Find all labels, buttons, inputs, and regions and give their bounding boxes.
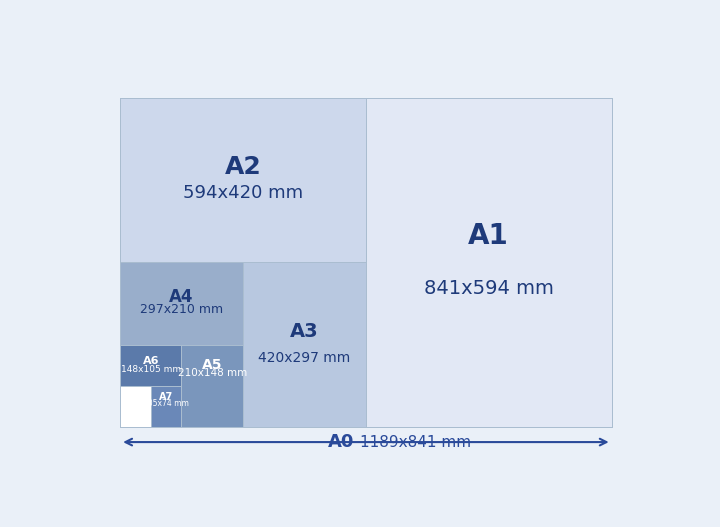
Text: A6: A6 bbox=[143, 356, 159, 366]
Bar bbox=[181, 345, 243, 427]
Bar bbox=[120, 98, 366, 262]
Text: 1189x841 mm: 1189x841 mm bbox=[360, 435, 471, 450]
Bar bbox=[120, 386, 151, 427]
Bar bbox=[120, 345, 181, 386]
Text: A0: A0 bbox=[328, 433, 354, 451]
Text: 297x210 mm: 297x210 mm bbox=[140, 304, 223, 316]
Bar bbox=[151, 386, 181, 427]
Text: 210x148 mm: 210x148 mm bbox=[178, 368, 247, 378]
Bar bbox=[243, 262, 366, 427]
Text: 841x594 mm: 841x594 mm bbox=[423, 279, 554, 298]
Bar bbox=[243, 262, 366, 427]
Text: A2: A2 bbox=[225, 155, 261, 179]
Text: 105x74 mm: 105x74 mm bbox=[143, 399, 189, 408]
Text: A7: A7 bbox=[159, 392, 174, 402]
Text: A3: A3 bbox=[290, 321, 319, 341]
Bar bbox=[366, 98, 611, 427]
Bar bbox=[120, 262, 243, 345]
Text: A5: A5 bbox=[202, 358, 222, 372]
Bar bbox=[120, 98, 611, 427]
Text: 594x420 mm: 594x420 mm bbox=[183, 184, 303, 202]
Text: A4: A4 bbox=[169, 288, 194, 306]
Bar bbox=[120, 98, 611, 427]
Bar bbox=[151, 386, 181, 427]
Text: 148x105 mm: 148x105 mm bbox=[121, 365, 181, 374]
Bar bbox=[120, 386, 151, 427]
Bar bbox=[120, 345, 181, 386]
Text: 420x297 mm: 420x297 mm bbox=[258, 350, 351, 365]
Bar bbox=[366, 98, 611, 427]
Text: A1: A1 bbox=[468, 222, 509, 250]
Bar bbox=[120, 98, 366, 262]
Bar bbox=[181, 345, 243, 427]
Bar bbox=[120, 262, 243, 345]
